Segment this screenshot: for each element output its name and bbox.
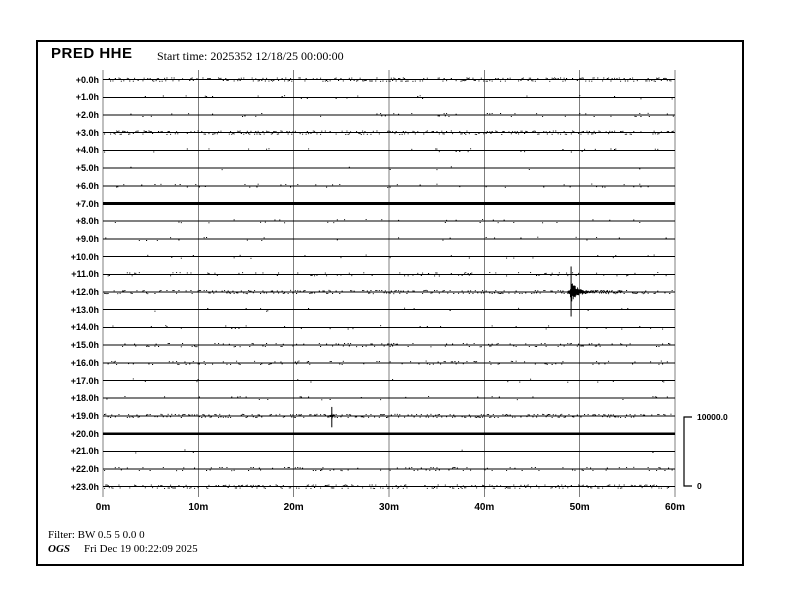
hour-label: +10.0h [70,251,99,262]
hour-label: +3.0h [75,127,99,138]
amplitude-scale-bracket [683,416,692,487]
minute-label: 0m [95,502,111,513]
hour-label: +22.0h [70,464,99,474]
hour-label: +12.0h [70,287,99,297]
trace-noise [104,148,659,153]
hour-label: +1.0h [75,92,99,103]
hour-label: +15.0h [70,340,99,351]
hour-label: +4.0h [75,145,99,156]
trace-noise [107,272,667,277]
minute-label: 30m [378,502,399,513]
hour-label: +11.0h [71,269,99,280]
trace-noise [104,484,670,489]
hour-label: +17.0h [70,375,99,386]
seismic-event [327,406,335,428]
minute-label: 50m [569,502,590,513]
hour-label: +16.0h [70,357,99,368]
hour-label: +20.0h [70,428,99,439]
hour-label: +14.0h [70,322,99,333]
trace-noise [130,112,674,118]
minute-label: 20m [283,502,304,513]
scale-min-label: 0 [697,481,702,491]
trace-noise [144,95,673,100]
minute-label: 40m [474,502,495,513]
hour-label: +2.0h [75,110,99,120]
minute-label: 60m [664,502,685,513]
trace-noise [132,378,665,383]
hour-label: +18.0h [70,393,99,404]
trace-noise [104,413,672,419]
hour-label: +7.0h [75,198,99,209]
timestamp-label: Fri Dec 19 00:22:09 2025 [84,543,198,555]
trace-noise [112,325,664,330]
plot-frame-border [36,40,744,566]
trace-noise [122,342,671,348]
hour-label: +8.0h [75,216,99,227]
trace-noise [114,219,641,224]
hour-label: +23.0h [70,481,99,492]
seismic-event [567,266,623,317]
trace-noise [130,166,641,171]
trace-noise [107,360,668,365]
hour-label: +9.0h [75,233,99,244]
minute-label: 10m [188,502,209,513]
trace-noise [154,307,629,312]
trace-noise [116,183,649,188]
trace-noise [108,77,672,82]
filter-label: Filter: BW 0.5 5 0.0 0 [48,529,145,541]
agency-label: OGS [48,543,71,555]
hour-label: +5.0h [75,163,99,174]
scale-max-label: 10000.0 [697,412,728,422]
start-time-label: Start time: 2025352 12/18/25 00:00:00 [157,49,344,63]
trace-noise [104,289,673,295]
hour-label: +21.0h [70,446,99,457]
credit-line: OGS Fri Dec 19 00:22:09 2025 [48,543,198,555]
hour-label: +13.0h [70,304,99,315]
trace-noise [147,254,655,259]
trace-noise [104,466,673,472]
station-title: PRED HHE [51,45,133,62]
hour-label: +6.0h [75,180,99,191]
trace-noise [135,449,654,454]
hour-label: +19.0h [70,410,99,421]
hour-label: +0.0h [75,74,99,85]
trace-noise [106,396,668,401]
trace-noise [105,236,667,242]
trace-noise [104,130,674,135]
